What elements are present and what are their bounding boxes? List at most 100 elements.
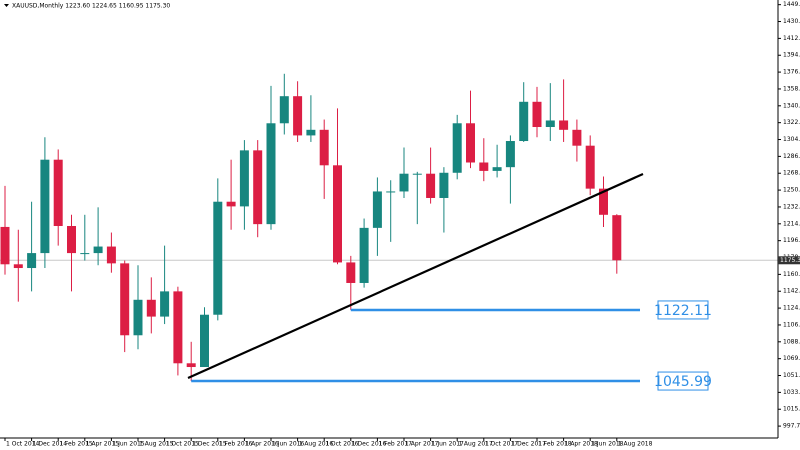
x-tick-label: 1 Apr 2018 — [565, 441, 598, 448]
x-tick-label: 1 Apr 2016 — [245, 441, 278, 448]
x-tick-label: 1 Feb 2018 — [538, 441, 572, 448]
candle-body — [293, 96, 303, 136]
candle-body — [492, 167, 502, 171]
candle-body — [386, 191, 396, 193]
candle-body — [40, 159, 50, 254]
price-tag — [778, 256, 800, 265]
y-tick-label: 1106.05 — [783, 321, 800, 328]
level-label-box — [657, 300, 709, 320]
y-tick-label: 1196.30 — [783, 237, 800, 244]
candle-body — [0, 226, 10, 265]
plot-area: 1122.11 1045.99 — [0, 73, 778, 391]
x-tick-label: 1 Oct 2015 — [166, 441, 199, 448]
x-tick-label: 1 Dec 2014 — [33, 441, 68, 448]
candle-body — [559, 120, 569, 130]
candle-body — [186, 363, 196, 368]
candle-body — [67, 226, 76, 254]
y-tick-label: 1376.80 — [783, 69, 800, 76]
x-tick-label: 1 Jun 2015 — [112, 441, 144, 448]
candle-body — [505, 141, 515, 168]
chart-title: XAUUSD,Monthly 1223.60 1224.65 1160.95 1… — [12, 3, 170, 10]
candle-body — [466, 123, 475, 163]
y-tick-label: 1124.10 — [783, 305, 800, 312]
candle-body — [426, 173, 436, 198]
x-tick-label: 1 Dec 2017 — [511, 441, 546, 448]
candle-body — [319, 129, 329, 166]
y-tick-label: 1430.95 — [783, 18, 800, 25]
y-tick-label: 1268.50 — [783, 170, 800, 177]
x-tick-label: 1 Feb 2016 — [219, 441, 253, 448]
candle-body — [532, 101, 542, 128]
x-tick-label: 1 Aug 2017 — [458, 441, 493, 448]
candle-body — [452, 123, 462, 173]
candle-body — [585, 145, 595, 189]
candle-body — [200, 314, 209, 368]
candle-body — [612, 215, 622, 261]
candle-body — [372, 191, 382, 228]
candle-body — [253, 150, 263, 225]
candle-body — [399, 173, 409, 192]
y-tick-label: 1088.00 — [783, 338, 800, 345]
candle-body — [80, 253, 90, 255]
candle-body — [93, 246, 103, 254]
x-tick-label: 1 Aug 2018 — [618, 441, 653, 448]
y-tick-label: 997.75 — [783, 423, 800, 430]
y-tick-label: 1069.95 — [783, 355, 800, 362]
y-tick-label: 1142.15 — [783, 288, 800, 295]
y-tick-label: 1322.65 — [783, 119, 800, 126]
candle-body — [213, 201, 223, 315]
y-tick-label: 1340.70 — [783, 102, 800, 109]
y-tick-label: 1394.85 — [783, 52, 800, 59]
y-tick-label: 1232.40 — [783, 203, 800, 210]
candle-body — [412, 173, 422, 175]
level-label-box — [657, 371, 709, 391]
candle-body — [306, 129, 316, 136]
x-tick-label: 1 Oct 2014 — [6, 441, 39, 448]
candle-body — [133, 299, 143, 336]
x-tick-label: 1 Apr 2017 — [405, 441, 438, 448]
candle-body — [545, 120, 555, 128]
x-tick-label: 1 Jun 2017 — [432, 441, 464, 448]
candle-body — [266, 123, 276, 225]
candle-body — [160, 291, 170, 317]
candle-body — [599, 188, 608, 215]
y-tick-label: 1015.80 — [783, 406, 800, 413]
candle-body — [27, 253, 37, 269]
candle-body — [226, 201, 236, 207]
candle-body — [346, 262, 356, 283]
candle-body — [439, 172, 449, 198]
trend-line — [187, 172, 644, 380]
y-tick-label: 1286.55 — [783, 153, 800, 160]
x-tick-label: 1 Feb 2017 — [378, 441, 412, 448]
x-tick-label: 1 Jun 2018 — [591, 441, 623, 448]
y-tick-label: 1304.60 — [783, 136, 800, 143]
y-tick-label: 1412.90 — [783, 35, 800, 42]
price-tag-label: 1175.30 — [780, 257, 800, 264]
y-tick-label: 1033.85 — [783, 389, 800, 396]
x-tick-label: 1 Aug 2016 — [299, 441, 334, 448]
menu-triangle[interactable] — [4, 4, 9, 7]
y-tick-label: 1449.00 — [783, 1, 800, 8]
candle-body — [173, 291, 183, 364]
level-label: 1122.11 — [654, 303, 712, 319]
x-tick-label: 1 Aug 2015 — [139, 441, 174, 448]
candle-body — [359, 227, 369, 283]
x-tick-label: 1 Oct 2016 — [325, 441, 358, 448]
axes: 1449.00 1430.95 1412.90 1394.85 1376.80 1358.… — [4, 1, 800, 448]
x-tick-label: 1 Jun 2016 — [272, 441, 304, 448]
x-tick-label: 1 Oct 2017 — [485, 441, 518, 448]
candle-body — [572, 129, 582, 146]
candle-body — [519, 101, 529, 142]
y-tick-label: 1051.90 — [783, 372, 800, 379]
candle-body — [239, 150, 249, 207]
x-tick-label: 1 Feb 2015 — [59, 441, 93, 448]
x-tick-label: 1 Dec 2016 — [352, 441, 387, 448]
level-label: 1045.99 — [654, 374, 712, 390]
candle-body — [333, 165, 342, 263]
candle-body — [53, 159, 63, 227]
y-tick-label: 1358.75 — [783, 85, 800, 92]
y-tick-label: 1160.20 — [783, 271, 800, 278]
candle-body — [106, 246, 116, 264]
